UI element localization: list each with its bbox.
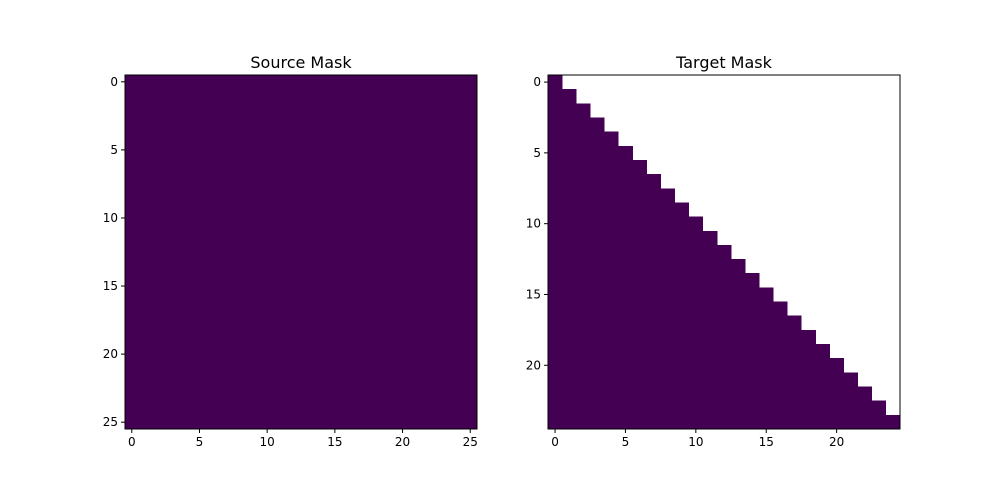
source-mask-row-4 [125, 129, 478, 144]
target-mask-xtick-label-5: 5 [622, 435, 630, 449]
target-mask-row-9 [548, 202, 690, 217]
source-mask-row-13 [125, 252, 478, 266]
target-mask-y-axis: 0 5 10 15 20 [526, 75, 548, 372]
source-mask-row-15 [125, 279, 478, 294]
source-mask-row-6 [125, 156, 478, 171]
source-mask-row-8 [125, 183, 478, 198]
source-mask-title: Source Mask [250, 53, 352, 72]
source-mask-xtick-label-0: 0 [128, 435, 136, 449]
target-mask-x-axis: 0 5 10 15 20 [551, 429, 844, 449]
target-mask-row-0 [548, 75, 563, 90]
source-mask-row-5 [125, 143, 478, 157]
source-mask-row-0 [125, 75, 478, 89]
source-mask-frame [124, 74, 478, 430]
source-mask-row-23 [125, 388, 478, 403]
source-mask-row-17 [125, 306, 478, 321]
target-mask-row-15 [548, 287, 774, 302]
source-mask-row-19 [125, 333, 478, 348]
source-mask-row-22 [125, 374, 478, 389]
source-mask-xtick-label-10: 10 [260, 435, 275, 449]
source-mask-panel: Source Mask 0 5 10 15 20 25 0 5 10 15 20 25 [103, 53, 478, 449]
target-mask-row-1 [548, 89, 577, 104]
source-mask-row-9 [125, 197, 478, 212]
target-mask-row-6 [548, 159, 647, 175]
target-mask-row-19 [548, 344, 830, 359]
target-mask-heatmap [548, 75, 901, 430]
target-mask-row-5 [548, 145, 633, 161]
source-mask-row-3 [125, 115, 478, 130]
source-mask-ytick-label-25: 25 [103, 415, 118, 429]
source-mask-xtick-label-25: 25 [463, 435, 478, 449]
target-mask-row-23 [548, 400, 887, 416]
target-mask-row-8 [548, 188, 676, 203]
target-mask-row-20 [548, 358, 844, 373]
target-mask-xtick-label-0: 0 [551, 435, 559, 449]
source-mask-xtick-label-15: 15 [327, 435, 342, 449]
source-mask-row-21 [125, 360, 478, 375]
source-mask-ytick-label-5: 5 [110, 143, 118, 157]
target-mask-title: Target Mask [675, 53, 773, 72]
source-mask-ytick-label-0: 0 [110, 75, 118, 89]
target-mask-row-22 [548, 386, 873, 401]
source-mask-ytick-label-15: 15 [103, 279, 118, 293]
target-mask-row-13 [548, 259, 746, 274]
source-mask-xtick-label-5: 5 [196, 435, 204, 449]
target-mask-row-16 [548, 301, 788, 317]
target-mask-row-11 [548, 230, 718, 246]
target-mask-ytick-label-5: 5 [533, 146, 541, 160]
target-mask-row-12 [548, 244, 732, 260]
source-mask-row-24 [125, 401, 478, 416]
target-mask-row-10 [548, 216, 704, 232]
source-mask-x-axis: 0 5 10 15 20 25 [128, 429, 478, 449]
source-mask-xtick-label-20: 20 [395, 435, 410, 449]
source-mask-row-12 [125, 238, 478, 253]
target-mask-ytick-label-20: 20 [526, 358, 541, 372]
source-mask-row-14 [125, 265, 478, 280]
source-mask-row-1 [125, 88, 478, 103]
source-mask-ytick-label-10: 10 [103, 211, 118, 225]
target-mask-row-2 [548, 103, 591, 118]
source-mask-y-axis: 0 5 10 15 20 25 [103, 75, 125, 429]
source-mask-row-20 [125, 347, 478, 362]
target-mask-frame [547, 74, 901, 430]
target-mask-row-14 [548, 273, 760, 288]
source-mask-row-18 [125, 320, 478, 334]
source-mask-row-2 [125, 102, 478, 117]
target-mask-row-21 [548, 372, 859, 387]
target-mask-row-24 [548, 414, 901, 430]
target-mask-row-17 [548, 315, 802, 331]
target-mask-ytick-label-10: 10 [526, 217, 541, 231]
target-mask-row-7 [548, 174, 661, 189]
target-mask-panel: Target Mask 0 5 10 15 20 0 5 10 15 20 [526, 53, 901, 449]
source-mask-row-11 [125, 224, 478, 239]
target-mask-row-4 [548, 131, 619, 147]
target-mask-xtick-label-10: 10 [688, 435, 703, 449]
target-mask-row-18 [548, 329, 816, 345]
source-mask-row-7 [125, 170, 478, 185]
source-mask-ytick-label-20: 20 [103, 347, 118, 361]
target-mask-ytick-label-0: 0 [533, 75, 541, 89]
source-mask-row-25 [125, 415, 478, 430]
target-mask-ytick-label-15: 15 [526, 287, 541, 301]
source-mask-row-16 [125, 292, 478, 307]
target-mask-xtick-label-15: 15 [759, 435, 774, 449]
target-mask-row-3 [548, 117, 605, 132]
target-mask-xtick-label-20: 20 [829, 435, 844, 449]
source-mask-row-10 [125, 211, 478, 226]
source-mask-heatmap [125, 75, 478, 430]
